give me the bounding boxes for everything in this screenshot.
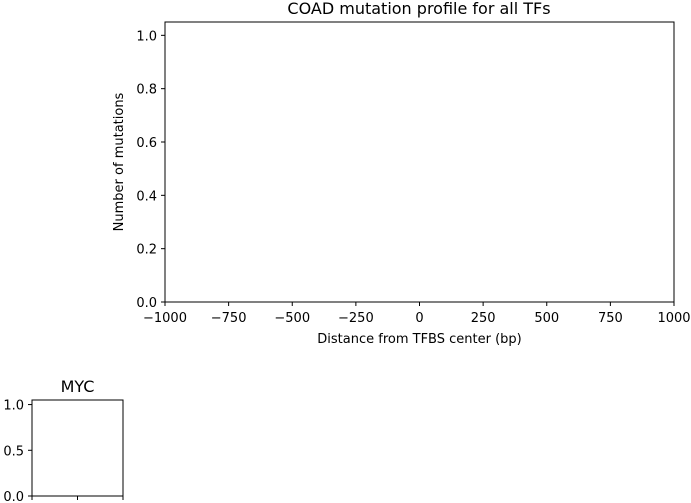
main-x-tick-label: 500 [534, 311, 559, 326]
main-x-axis: −1000 −750 −500 −250 0 250 500 750 1000 [143, 302, 691, 326]
main-x-tick-label: −250 [338, 311, 374, 326]
main-chart-title: COAD mutation profile for all TFs [287, 0, 550, 18]
main-x-tick-label: 0 [415, 311, 423, 326]
main-y-tick-label: 0.6 [136, 136, 157, 151]
myc-y-tick-label: 1.0 [3, 399, 24, 414]
main-y-tick-label: 0.0 [136, 296, 157, 311]
main-x-tick-label: −750 [211, 311, 247, 326]
main-chart: COAD mutation profile for all TFs −1000−… [112, 0, 691, 347]
myc-x-axis [31, 496, 124, 500]
main-y-tick-label: 1.0 [136, 29, 157, 44]
main-y-axis-label: Number of mutations [112, 92, 127, 231]
main-x-tick-label: −1000 [143, 311, 187, 326]
main-x-tick-label: 250 [471, 311, 496, 326]
main-x-tick-label: 1000 [657, 311, 690, 326]
main-y-tick-label: 0.8 [136, 83, 157, 98]
myc-y-tick-label: 0.0 [3, 490, 24, 503]
main-y-axis: 0.0 0.2 0.4 0.6 0.8 1.0 [136, 29, 165, 311]
main-x-tick-label: −500 [274, 311, 310, 326]
main-x-tick-label: 750 [598, 311, 623, 326]
myc-subplot: MYC 0.0 0.5 1.0 [3, 377, 124, 503]
main-y-tick-label: 0.2 [136, 243, 157, 258]
myc-y-axis: 0.0 0.5 1.0 [3, 399, 32, 503]
myc-y-tick-label: 0.5 [3, 444, 24, 459]
main-y-tick-label: 0.4 [136, 189, 157, 204]
main-x-axis-label: Distance from TFBS center (bp) [317, 332, 521, 347]
myc-subplot-title: MYC [61, 377, 95, 396]
